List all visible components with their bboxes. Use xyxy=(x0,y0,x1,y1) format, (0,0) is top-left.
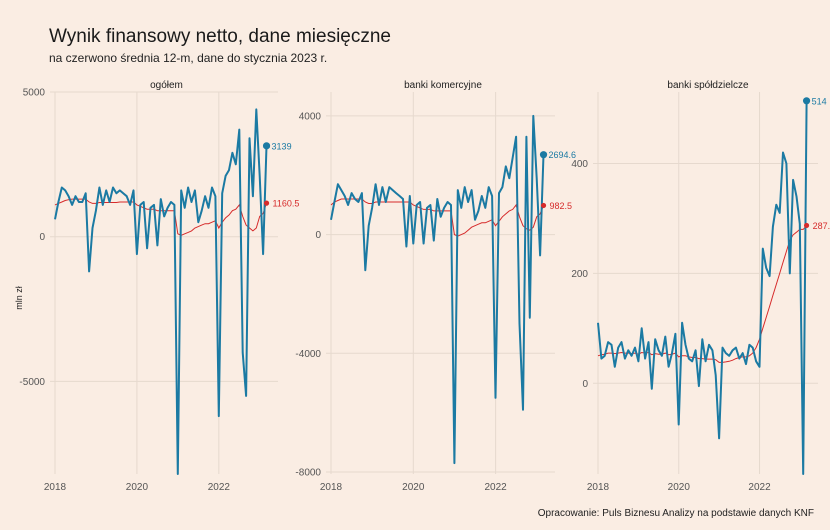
y-tick-label: 0 xyxy=(582,379,588,390)
chart-title: Wynik finansowy netto, dane miesięczne xyxy=(49,26,391,47)
chart-subtitle: na czerwono średnia 12-m, dane do styczn… xyxy=(49,51,328,65)
x-tick-label: 2020 xyxy=(402,482,425,493)
monthly-line xyxy=(54,108,268,475)
last-monthly-label: 514 xyxy=(812,96,827,106)
last-average-label: 287.2 xyxy=(813,221,830,231)
x-tick-label: 2022 xyxy=(748,482,771,493)
y-tick-label: -4000 xyxy=(295,349,321,360)
monthly-line xyxy=(330,114,545,465)
x-tick-label: 2018 xyxy=(320,482,343,493)
panel-title: ogółem xyxy=(150,80,183,91)
y-tick-label: 400 xyxy=(571,159,588,170)
last-monthly-label: 3139 xyxy=(272,141,292,151)
y-tick-label: 4000 xyxy=(299,111,322,122)
panel-title: banki komercyjne xyxy=(404,80,482,91)
panel-title: banki spółdzielcze xyxy=(667,80,749,91)
source-caption: Opracowanie: Puls Biznesu Analizy na pod… xyxy=(537,508,814,519)
x-tick-label: 2018 xyxy=(44,482,67,493)
x-tick-label: 2020 xyxy=(126,482,149,493)
y-tick-label: 5000 xyxy=(23,88,46,99)
monthly-line xyxy=(597,100,808,475)
x-tick-label: 2022 xyxy=(484,482,507,493)
x-tick-label: 2020 xyxy=(668,482,691,493)
y-tick-label: 0 xyxy=(315,230,321,241)
last-average-point xyxy=(540,202,547,209)
last-monthly-point xyxy=(262,142,271,150)
y-tick-label: -5000 xyxy=(19,377,45,388)
last-average-label: 1160.5 xyxy=(273,199,300,209)
x-tick-label: 2022 xyxy=(208,482,231,493)
last-average-label: 982.5 xyxy=(550,201,573,211)
last-average-point xyxy=(263,200,270,206)
y-tick-label: 200 xyxy=(571,269,588,280)
y-axis-label: mln zł xyxy=(14,286,24,310)
y-tick-label: -8000 xyxy=(295,468,321,479)
last-monthly-point xyxy=(539,151,548,159)
y-tick-label: 0 xyxy=(39,232,45,243)
last-average-point xyxy=(803,222,810,229)
x-tick-label: 2018 xyxy=(587,482,610,493)
last-monthly-point xyxy=(802,97,811,105)
last-monthly-label: 2694.6 xyxy=(549,150,577,160)
